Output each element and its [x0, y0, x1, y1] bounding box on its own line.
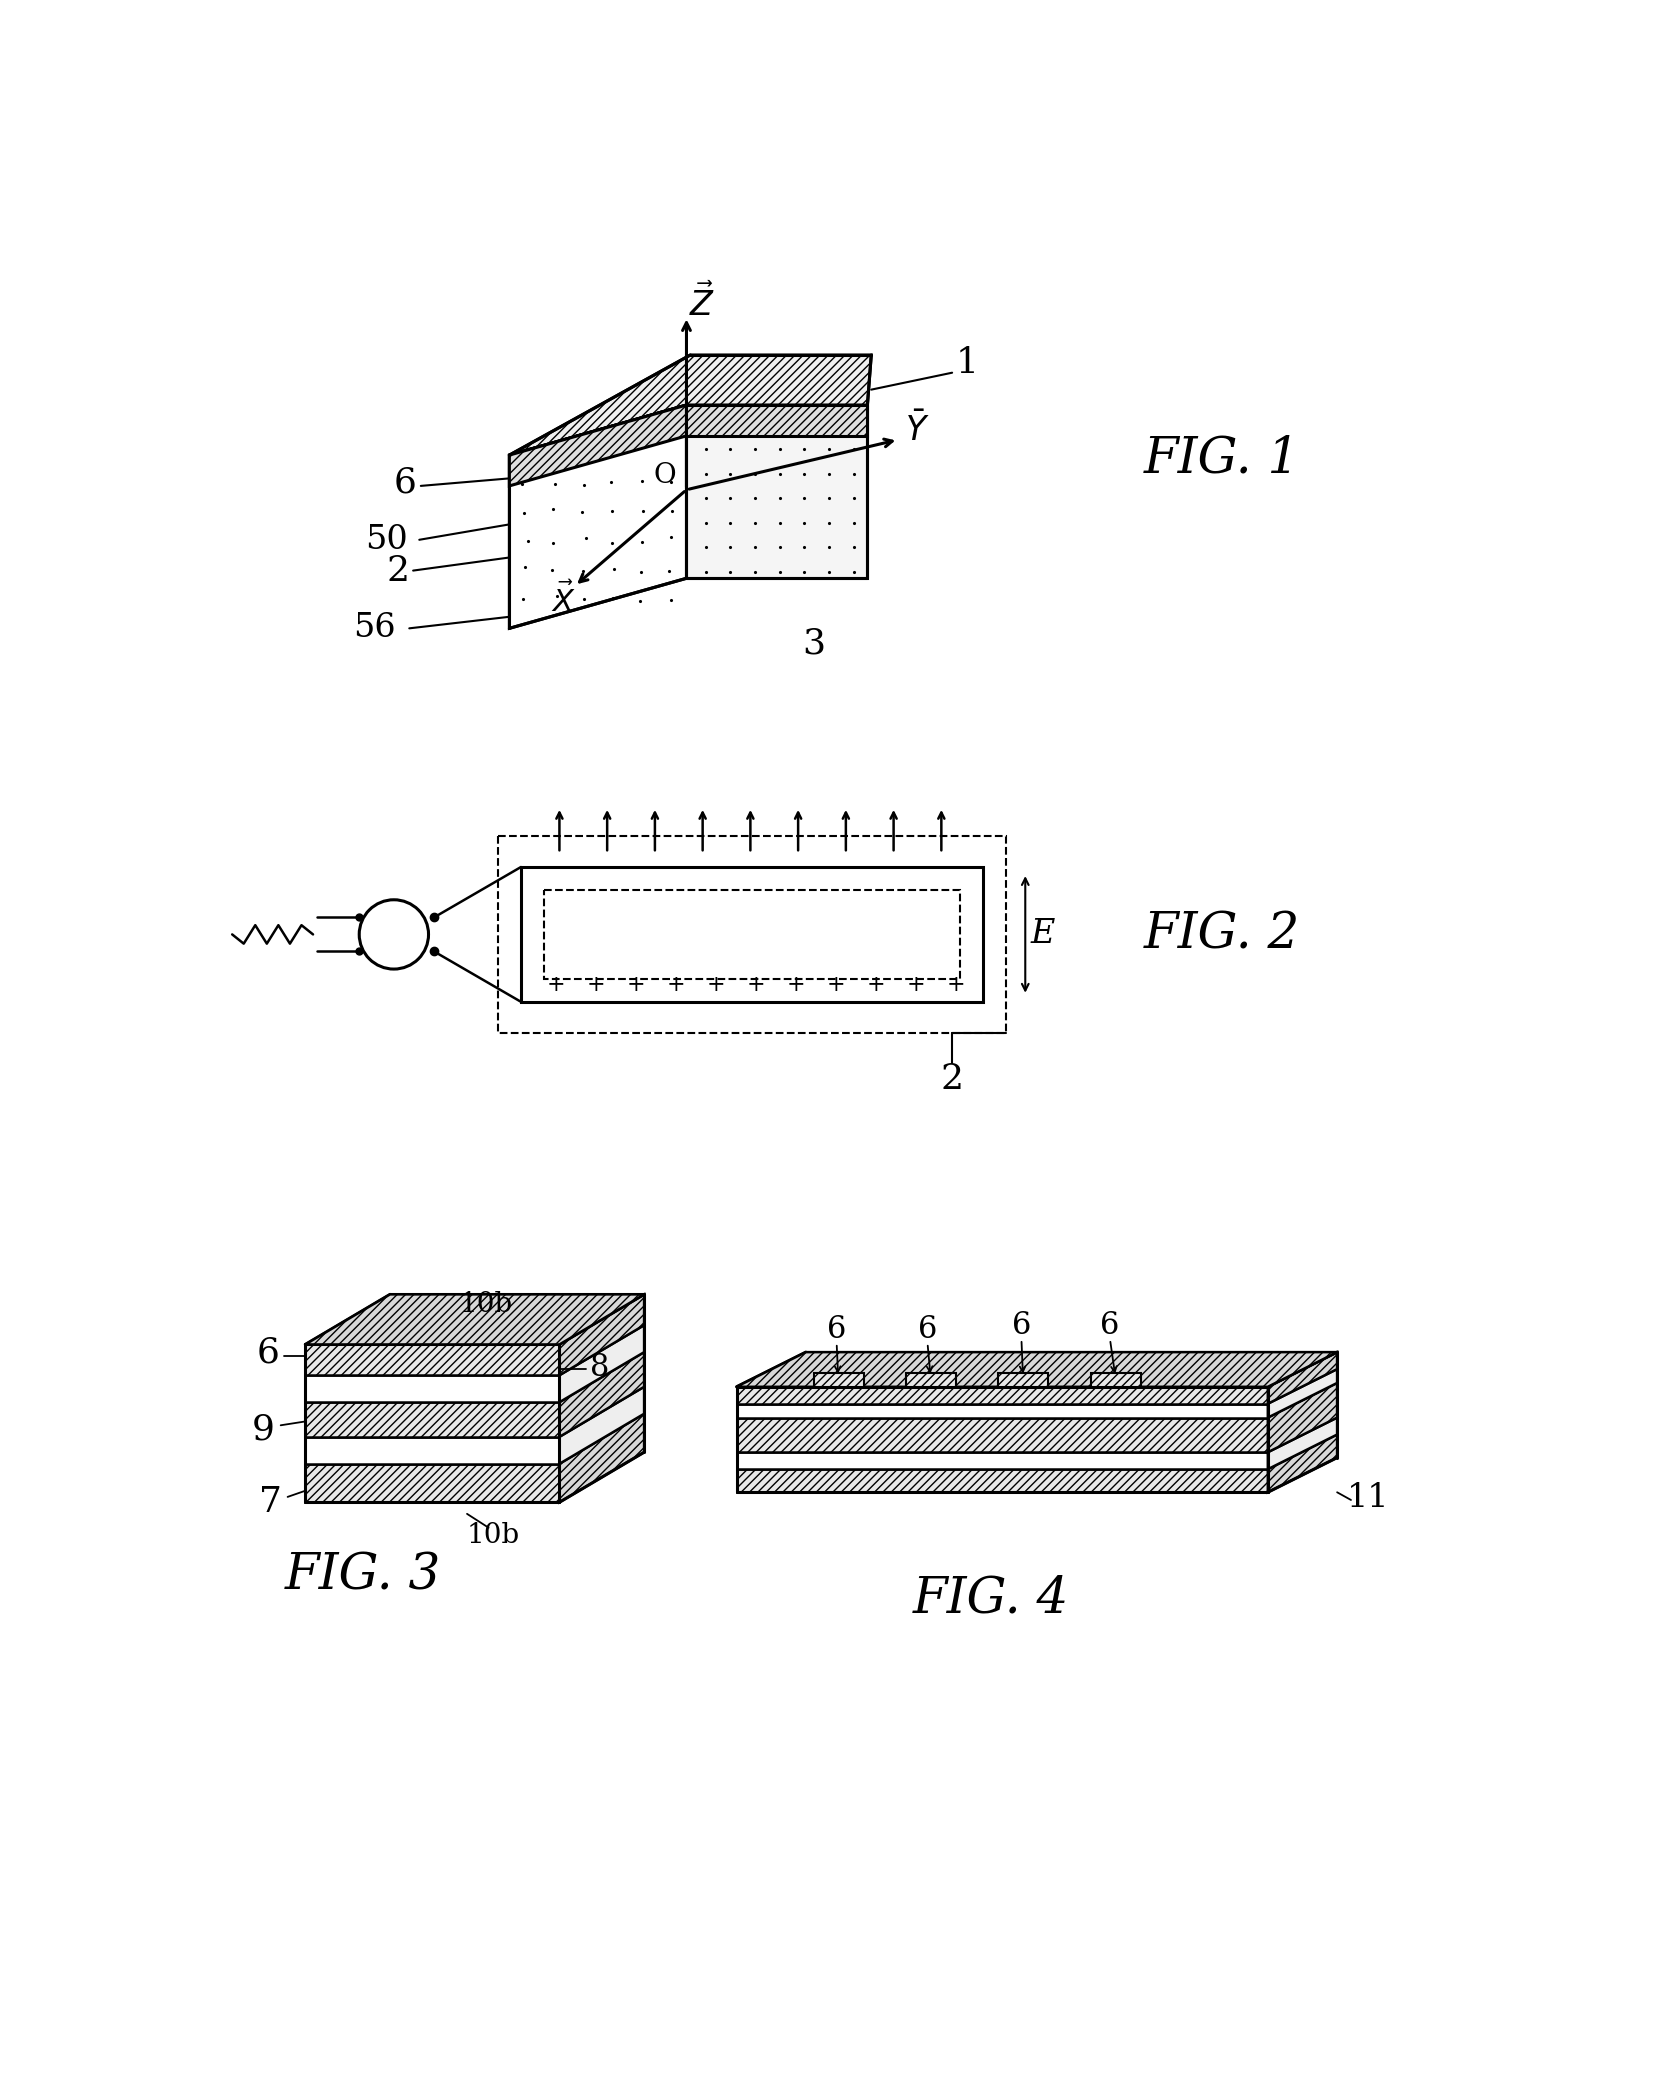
- Polygon shape: [999, 1372, 1049, 1387]
- Text: 6: 6: [1012, 1310, 1030, 1341]
- Polygon shape: [559, 1324, 645, 1402]
- Text: 9: 9: [252, 1412, 274, 1446]
- Polygon shape: [736, 1404, 1268, 1418]
- Text: 6: 6: [919, 1314, 937, 1345]
- Polygon shape: [544, 889, 960, 979]
- Polygon shape: [498, 837, 1005, 1033]
- Polygon shape: [521, 866, 984, 1002]
- Polygon shape: [736, 1418, 1268, 1452]
- Polygon shape: [1091, 1372, 1141, 1387]
- Text: 11: 11: [1346, 1483, 1389, 1515]
- Text: O: O: [653, 462, 676, 490]
- Text: +: +: [947, 975, 965, 996]
- Polygon shape: [306, 1437, 559, 1464]
- Text: 6: 6: [257, 1335, 281, 1368]
- Polygon shape: [736, 1387, 1268, 1404]
- Circle shape: [359, 900, 429, 969]
- Text: 2: 2: [386, 554, 409, 588]
- Polygon shape: [1268, 1418, 1338, 1469]
- Text: 10b: 10b: [459, 1291, 513, 1318]
- Polygon shape: [509, 406, 686, 628]
- Polygon shape: [1268, 1368, 1338, 1418]
- Text: E: E: [1030, 918, 1055, 950]
- Text: 6: 6: [827, 1314, 847, 1345]
- Text: 6: 6: [1101, 1310, 1119, 1341]
- Text: 8: 8: [590, 1351, 610, 1383]
- Text: 56: 56: [354, 613, 396, 644]
- Text: FIG. 3: FIG. 3: [286, 1550, 441, 1600]
- Text: FIG. 4: FIG. 4: [912, 1573, 1069, 1623]
- Polygon shape: [736, 1351, 1338, 1387]
- Text: 10b: 10b: [468, 1521, 519, 1548]
- Text: FIG. 2: FIG. 2: [1144, 910, 1299, 958]
- Polygon shape: [736, 1469, 1268, 1492]
- Text: 7: 7: [259, 1485, 282, 1519]
- Text: $\vec{X}$: $\vec{X}$: [551, 584, 576, 619]
- Polygon shape: [306, 1374, 559, 1402]
- Text: +: +: [586, 975, 605, 996]
- Polygon shape: [306, 1464, 559, 1502]
- Text: $\vec{Z}$: $\vec{Z}$: [688, 285, 715, 324]
- Polygon shape: [686, 406, 867, 577]
- Text: 3: 3: [802, 628, 825, 661]
- Polygon shape: [306, 1345, 559, 1374]
- Text: +: +: [666, 975, 685, 996]
- Text: $\bar{Y}$: $\bar{Y}$: [905, 412, 930, 448]
- Polygon shape: [559, 1387, 645, 1464]
- Text: +: +: [706, 975, 725, 996]
- Text: +: +: [626, 975, 645, 996]
- Polygon shape: [559, 1414, 645, 1502]
- Polygon shape: [559, 1351, 645, 1437]
- Polygon shape: [813, 1372, 863, 1387]
- Polygon shape: [509, 406, 686, 485]
- Polygon shape: [306, 1295, 645, 1345]
- Polygon shape: [1268, 1435, 1338, 1492]
- Text: +: +: [907, 975, 925, 996]
- Text: +: +: [546, 975, 564, 996]
- Polygon shape: [736, 1452, 1268, 1469]
- Text: +: +: [827, 975, 845, 996]
- Polygon shape: [1268, 1383, 1338, 1452]
- Polygon shape: [509, 356, 872, 456]
- Text: 50: 50: [364, 523, 407, 556]
- Polygon shape: [306, 1402, 559, 1437]
- Polygon shape: [1268, 1351, 1338, 1404]
- Text: G: G: [382, 918, 406, 950]
- Text: +: +: [746, 975, 765, 996]
- Polygon shape: [905, 1372, 955, 1387]
- Text: 2: 2: [940, 1063, 964, 1096]
- Polygon shape: [559, 1295, 645, 1374]
- Text: 6: 6: [394, 464, 418, 500]
- Polygon shape: [686, 406, 867, 435]
- Text: 1: 1: [955, 345, 979, 379]
- Text: +: +: [867, 975, 885, 996]
- Text: +: +: [787, 975, 805, 996]
- Text: FIG. 1: FIG. 1: [1144, 435, 1299, 483]
